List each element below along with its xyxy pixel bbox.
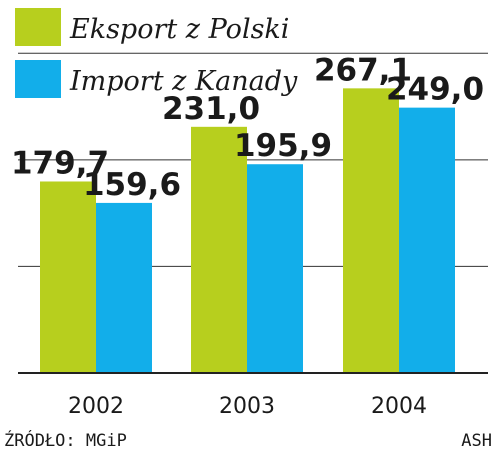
legend-label-import: Import z Kanady (69, 66, 298, 97)
bar-eksport-2003 (191, 126, 247, 373)
value-label-import-2002: 159,6 (83, 167, 181, 203)
bar-eksport-2004 (343, 88, 399, 373)
value-label-eksport-2004: 267,1 (314, 52, 412, 88)
source-note: ŹRÓDŁO: MGiP (4, 429, 127, 451)
x-tick-label-2003: 2003 (219, 394, 275, 419)
legend-swatch-import (15, 60, 61, 98)
x-tick-label-2004: 2004 (371, 394, 427, 419)
value-labels: 179,7 231,0 267,1 159,6 195,9 249,0 (11, 52, 484, 203)
bar-import-2004 (399, 107, 455, 373)
legend: Eksport z Polski Import z Kanady (15, 8, 298, 98)
value-label-eksport-2003: 231,0 (162, 91, 260, 127)
legend-label-eksport: Eksport z Polski (69, 14, 289, 45)
value-label-import-2003: 195,9 (234, 128, 332, 164)
bar-eksport-2002 (40, 181, 96, 373)
x-tick-labels: 2002 2003 2004 (68, 394, 427, 419)
legend-swatch-eksport (15, 8, 61, 46)
bar-import-2002 (96, 202, 152, 373)
bar-import-2003 (247, 164, 303, 373)
x-tick-label-2002: 2002 (68, 394, 124, 419)
value-label-import-2004: 249,0 (386, 72, 484, 108)
value-label-eksport-2002: 179,7 (11, 145, 109, 181)
author-credit: ASH (461, 431, 492, 451)
bars (40, 88, 455, 373)
